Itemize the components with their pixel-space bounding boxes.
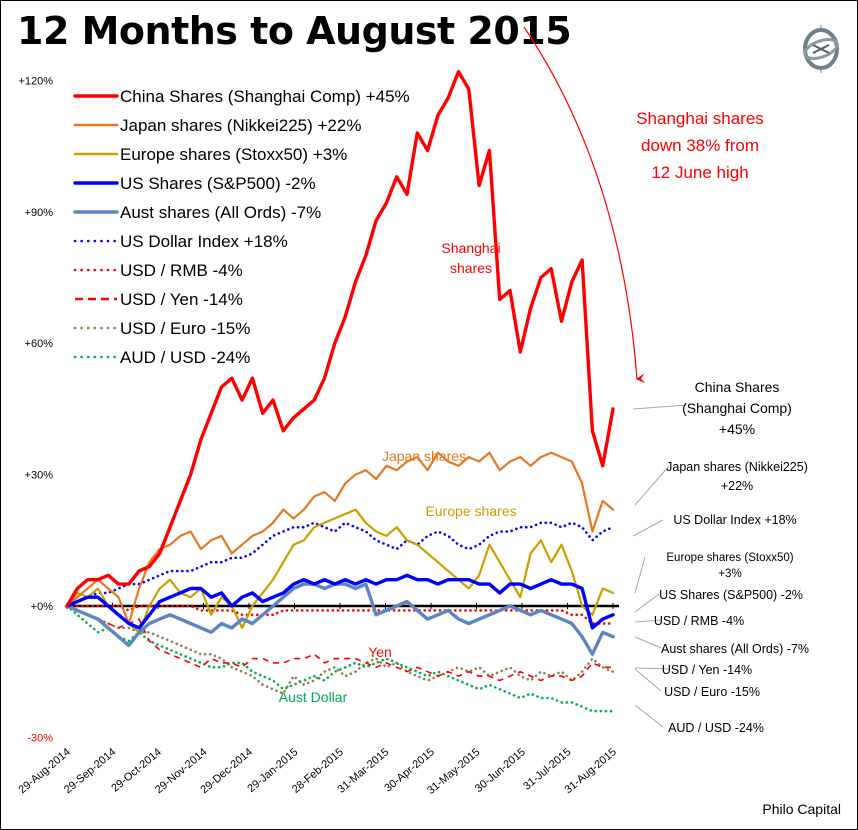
end-value-label: USD / Euro -15% <box>664 685 760 699</box>
chart-title: 12 Months to August 2015 <box>17 9 572 53</box>
series-line-2 <box>65 508 615 634</box>
legend-item-label: USD / RMB -4% <box>120 261 243 280</box>
callout-line: Shanghai shares <box>636 109 764 128</box>
series-line-3 <box>65 573 615 630</box>
leader-line <box>634 668 662 692</box>
leader-line <box>634 619 662 623</box>
end-value-label: USD / RMB -4% <box>654 614 744 628</box>
end-value-label: AUD / USD -24% <box>668 721 764 735</box>
decline-callout: Shanghai shares down 38% from 12 June high <box>523 26 764 384</box>
series-line-0 <box>65 69 615 608</box>
y-tick-label: +60% <box>25 338 54 350</box>
y-tick-label: +120% <box>18 75 53 87</box>
leader-line <box>634 667 670 670</box>
callout-arrow <box>523 26 646 384</box>
legend-item-label: US Shares (S&P500) -2% <box>120 174 316 193</box>
credit-text: Philo Capital <box>762 801 841 817</box>
y-tick-label: +90% <box>25 207 54 219</box>
end-value-label: US Dollar Index +18% <box>673 513 796 527</box>
inline-series-label: Shanghai shares <box>441 240 500 276</box>
series-line-1 <box>65 451 615 625</box>
end-value-label: Aust shares (All Ords) -7% <box>661 642 809 656</box>
leader-line <box>632 519 664 537</box>
inline-series-label: Aust Dollar <box>279 689 348 705</box>
leader-line <box>632 404 688 410</box>
y-tick-label: +0% <box>31 601 54 613</box>
series-line-8 <box>65 604 615 695</box>
legend-item-label: Japan shares (Nikkei225) +22% <box>120 116 361 135</box>
series-line-4 <box>65 582 615 656</box>
callout-line: down 38% from <box>641 136 759 155</box>
legend-item-label: USD / Euro -15% <box>120 319 250 338</box>
leader-line <box>634 593 660 613</box>
end-value-label: Japan shares (Nikkei225) +22% <box>666 460 808 493</box>
end-value-label: China Shares (Shanghai Comp) +45% <box>682 379 792 437</box>
inline-series-label: Yen <box>368 644 392 660</box>
leader-line <box>634 704 664 728</box>
leader-line <box>634 556 646 594</box>
legend-item-label: China Shares (Shanghai Comp) +45% <box>120 87 410 106</box>
end-value-label: USD / Yen -14% <box>662 663 752 677</box>
gyroscope-logo-icon <box>803 25 839 73</box>
legend-item-label: US Dollar Index +18% <box>120 232 288 251</box>
legend-item-label: USD / Yen -14% <box>120 290 243 309</box>
leader-line <box>634 465 670 506</box>
end-value-label: Europe shares (Stoxx50) +3% <box>666 552 793 580</box>
y-tick-label: +30% <box>25 470 54 482</box>
series-line-9 <box>65 604 615 713</box>
legend-item-label: AUD / USD -24% <box>120 348 250 367</box>
inline-series-label: Japan shares <box>382 448 466 464</box>
series-line-5 <box>65 521 615 608</box>
x-tick-label: 30-Jun-2015 <box>473 746 528 795</box>
inline-series-label: Europe shares <box>425 503 516 519</box>
legend-item-label: Aust shares (All Ords) -7% <box>120 203 321 222</box>
legend-item-label: Europe shares (Stoxx50) +3% <box>120 145 347 164</box>
series-line-7 <box>66 605 613 682</box>
callout-line: 12 June high <box>651 163 748 182</box>
y-tick-label: -30% <box>27 732 53 744</box>
leader-line <box>634 636 662 649</box>
end-value-label: US Shares (S&P500) -2% <box>659 588 803 602</box>
